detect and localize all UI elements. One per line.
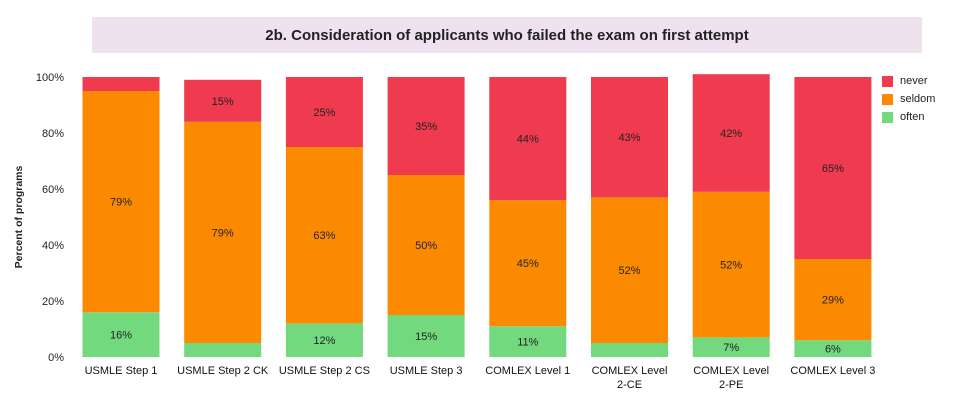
bar-segment-never [692,74,770,192]
x-category-label: COMLEX Level [693,365,769,377]
bar-segment-seldom [184,121,262,343]
x-category-label: USMLE Step 2 CS [279,365,370,377]
bar-data-label: 44% [517,134,539,146]
bar-segment-seldom [387,175,465,315]
bar-segment-seldom [489,200,567,327]
x-category-label: COMLEX Level [592,365,668,377]
bar-data-label: 52% [720,260,742,272]
bar-data-label: 11% [517,337,538,349]
bar-data-label: 16% [110,330,132,342]
y-tick-label: 20% [42,296,64,308]
bar-data-label: 35% [415,121,437,133]
bar-data-label: 50% [415,240,437,252]
y-tick-label: 0% [48,352,64,364]
bar-data-label: 65% [822,163,844,175]
legend-item-often: often [882,108,935,126]
y-tick-label: 60% [42,184,64,196]
bar-segment-never [591,77,668,198]
bar-data-label: 52% [618,265,640,277]
bar-segment-seldom [794,259,872,341]
chart-legend: never seldom often [882,72,935,126]
legend-item-seldom: seldom [882,90,935,108]
bar-data-label: 25% [313,107,335,119]
bar-data-label: 29% [822,295,844,307]
bar-data-label: 43% [618,132,640,144]
legend-label: seldom [900,93,936,105]
bar-data-label: 79% [110,197,132,209]
bar-segment-often [387,315,465,357]
bar-segment-often [489,326,567,357]
bar-segment-seldom [82,91,160,313]
legend-label: never [900,75,928,87]
bar-data-label: 6% [825,344,841,356]
bar-segment-often [794,340,872,357]
bar-data-label: 15% [415,331,437,343]
x-category-label: 2-PE [719,379,743,391]
bar-segment-often [184,343,262,357]
bar-segment-often [82,312,160,357]
bar-data-label: 79% [212,227,234,239]
y-tick-label: 100% [36,72,64,84]
x-category-label: USMLE Step 2 CK [177,365,269,377]
chart-title-banner: 2b. Consideration of applicants who fail… [92,17,922,53]
bar-segment-seldom [692,191,770,338]
bar-segment-never [489,77,567,201]
x-category-label: 2-CE [617,379,642,391]
legend-swatch [882,75,893,87]
legend-swatch [882,111,893,123]
x-category-label: COMLEX Level 1 [485,365,570,377]
bar-segment-often [692,337,770,357]
bar-data-label: 7% [723,342,739,354]
bar-data-label: 12% [313,335,335,347]
bar-segment-often [591,343,668,357]
bar-segment-often [285,323,363,357]
bar-data-label: 42% [720,128,742,140]
bar-segment-seldom [591,197,668,343]
legend-swatch [882,93,893,105]
x-category-label: USMLE Step 3 [390,365,463,377]
bar-segment-never [387,77,465,175]
bar-data-label: 45% [517,258,539,270]
bar-data-label: 15% [212,96,234,108]
x-category-label: USMLE Step 1 [85,365,158,377]
bar-segment-never [285,77,363,147]
bar-data-label: 63% [313,230,335,242]
y-tick-label: 40% [42,240,64,252]
legend-item-never: never [882,72,935,90]
bar-segment-seldom [285,147,363,324]
y-tick-label: 80% [42,128,64,140]
legend-label: often [900,111,925,123]
bar-segment-never [794,77,872,259]
chart-title: 2b. Consideration of applicants who fail… [265,26,749,44]
x-category-label: COMLEX Level 3 [790,365,875,377]
bar-segment-never [82,77,160,91]
y-axis-title: Percent of programs [13,165,25,268]
bar-segment-never [184,79,262,122]
